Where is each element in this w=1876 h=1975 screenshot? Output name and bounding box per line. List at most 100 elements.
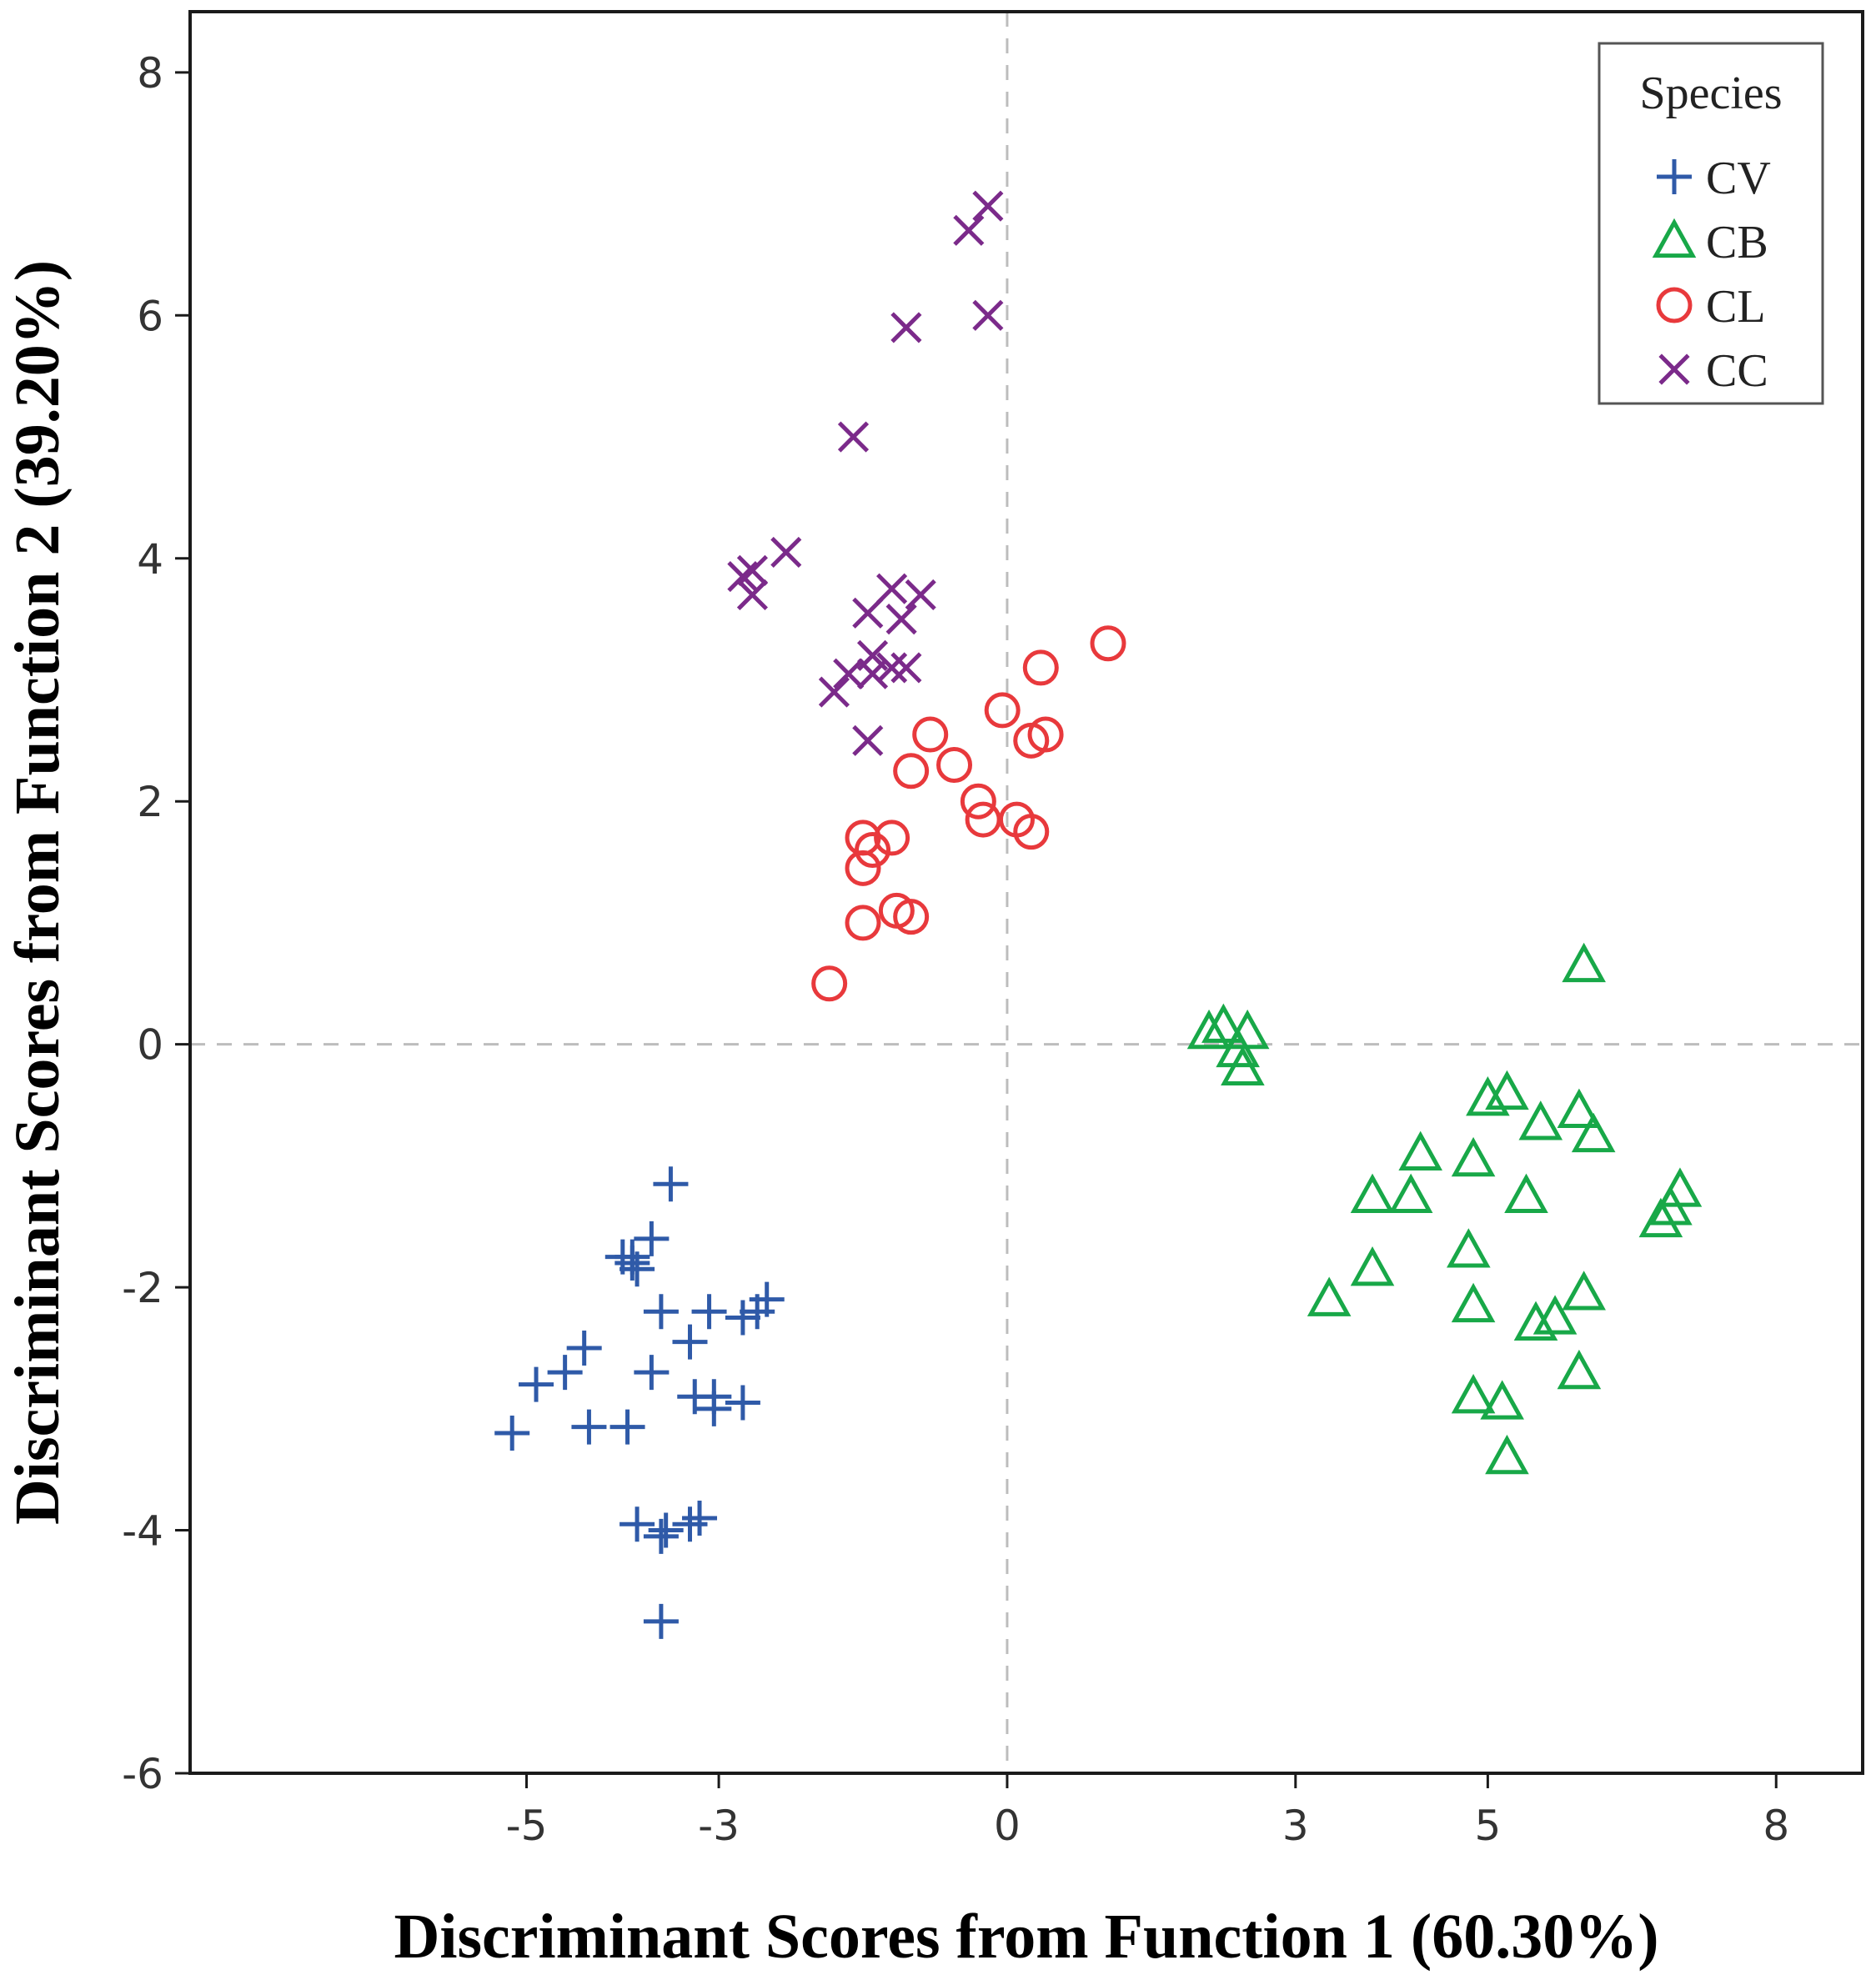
point-cb <box>1307 1276 1352 1316</box>
point-cv <box>672 1324 708 1360</box>
point-cl <box>1090 625 1126 662</box>
point-cv <box>682 1500 718 1536</box>
legend-item-cv: CV <box>1657 153 1771 204</box>
point-cb <box>1557 1088 1602 1128</box>
point-cl <box>845 905 881 941</box>
point-cv <box>494 1415 530 1451</box>
x-tick-label: 5 <box>1474 1802 1501 1850</box>
point-cb <box>1532 1295 1578 1335</box>
point-cc <box>953 214 985 246</box>
point-cv <box>648 1512 684 1548</box>
point-cl <box>984 692 1021 729</box>
point-cl <box>960 783 996 820</box>
point-cc <box>890 652 922 684</box>
x-axis-ticks: -5 -3 0 3 5 8 <box>506 1773 1789 1850</box>
point-cb <box>1388 1173 1433 1213</box>
y-tick-label: 0 <box>137 1021 163 1070</box>
x-tick-label: -3 <box>698 1802 740 1850</box>
point-cv <box>634 1355 670 1391</box>
y-axis-ticks: 8 6 4 2 0 -2 -4 -6 <box>122 49 190 1798</box>
point-cb <box>1557 1349 1602 1390</box>
point-cb <box>1451 1136 1496 1177</box>
point-cc <box>727 561 759 593</box>
point-cv <box>519 1366 554 1402</box>
point-cc <box>833 658 865 689</box>
point-cl <box>893 753 930 789</box>
y-tick-label: -2 <box>122 1264 163 1312</box>
y-tick-label: 6 <box>137 292 163 340</box>
point-cl <box>912 716 949 753</box>
point-cb <box>1451 1374 1496 1414</box>
point-cb <box>1485 1070 1529 1110</box>
point-cv <box>619 1506 655 1542</box>
series-cv <box>494 1166 785 1639</box>
x-tick-label: -5 <box>506 1802 548 1850</box>
point-cb <box>1398 1130 1442 1170</box>
point-cc <box>770 536 802 569</box>
point-cv <box>643 1294 679 1330</box>
legend-item-cl: CL <box>1656 281 1766 333</box>
point-cl <box>1013 814 1050 850</box>
point-cb <box>1562 1271 1606 1311</box>
y-tick-label: 8 <box>137 49 163 98</box>
point-cb <box>1221 1045 1265 1085</box>
point-cb <box>1562 942 1606 983</box>
point-cb <box>1571 1112 1616 1153</box>
point-cb <box>1480 1380 1524 1420</box>
point-cv <box>614 1245 650 1281</box>
point-cv <box>571 1409 607 1445</box>
legend-label-cl: CL <box>1706 281 1766 333</box>
point-cc <box>837 421 870 453</box>
point-cc <box>876 652 908 684</box>
y-tick-label: -4 <box>122 1507 163 1556</box>
point-cb <box>1216 1027 1260 1068</box>
legend-label-cc: CC <box>1706 345 1768 397</box>
plot-frame <box>188 10 1864 1775</box>
point-cc <box>972 190 1004 222</box>
point-cb <box>1447 1228 1491 1268</box>
legend-box <box>1598 42 1824 405</box>
point-cl <box>811 965 848 1002</box>
point-cl <box>893 899 930 935</box>
point-cb <box>1485 1434 1529 1475</box>
data-points <box>494 190 1703 1639</box>
point-cc <box>905 579 936 611</box>
point-cb <box>1350 1173 1395 1213</box>
point-cl <box>965 801 1001 838</box>
point-cv <box>547 1355 583 1391</box>
point-cl <box>936 746 973 783</box>
point-cv <box>725 1385 760 1421</box>
point-cc <box>736 554 768 586</box>
point-cl <box>874 820 910 856</box>
legend-item-cb: CB <box>1652 217 1768 268</box>
point-cl <box>845 850 881 886</box>
series-cb <box>1186 942 1703 1475</box>
legend-item-cc: CC <box>1658 345 1768 397</box>
point-cb <box>1201 1003 1246 1043</box>
point-cb <box>1504 1173 1548 1213</box>
point-cb <box>1466 1076 1510 1116</box>
point-cv <box>566 1330 602 1366</box>
point-cc <box>876 573 908 604</box>
legend-label-cb: CB <box>1706 217 1768 268</box>
legend-items: CV CB CL CC <box>1652 153 1771 397</box>
x-tick-label: 0 <box>994 1802 1021 1850</box>
legend-marker-cc <box>1658 353 1690 385</box>
y-axis-title: Discriminant Scores from Function 2 (39.… <box>3 260 73 1525</box>
legend-marker-cl <box>1656 287 1693 323</box>
point-cb <box>1638 1197 1683 1238</box>
point-cv <box>691 1294 727 1330</box>
point-cv <box>696 1391 732 1426</box>
point-cv <box>740 1294 775 1330</box>
point-cv <box>643 1603 679 1639</box>
series-cc <box>727 190 1004 756</box>
point-cb <box>1513 1301 1558 1341</box>
point-cv <box>634 1221 670 1256</box>
point-cv <box>725 1300 760 1336</box>
point-cc <box>736 579 768 611</box>
legend-title: Species <box>1639 68 1782 119</box>
y-tick-label: 2 <box>137 778 163 826</box>
point-cv <box>643 1518 679 1554</box>
